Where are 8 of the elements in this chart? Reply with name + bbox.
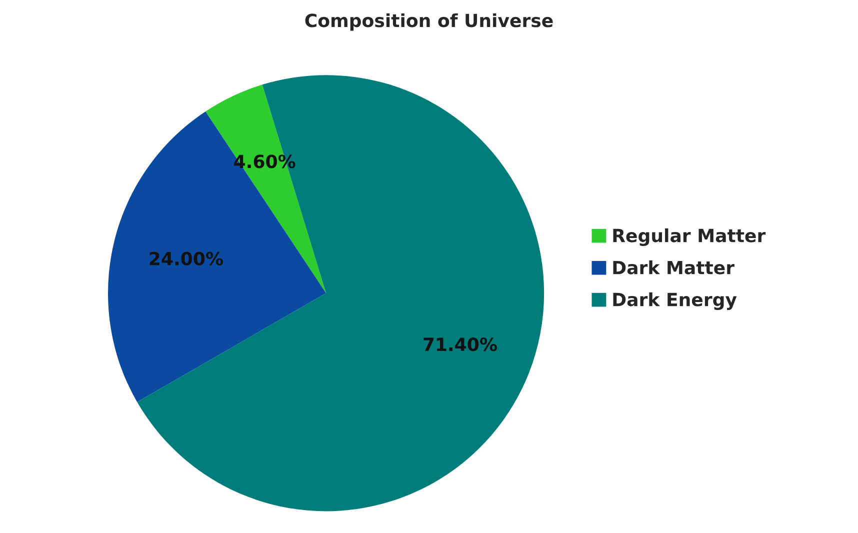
legend-label: Regular Matter xyxy=(613,228,766,246)
chart-title: Composition of Universe xyxy=(305,13,553,31)
legend-label: Dark Matter xyxy=(613,260,734,274)
legend-label: Dark Energy xyxy=(613,292,737,310)
pie-slice xyxy=(137,75,544,512)
data-label: 24.00% xyxy=(150,252,223,266)
data-label: 71.40% xyxy=(424,338,497,352)
pie-slice xyxy=(108,111,326,402)
